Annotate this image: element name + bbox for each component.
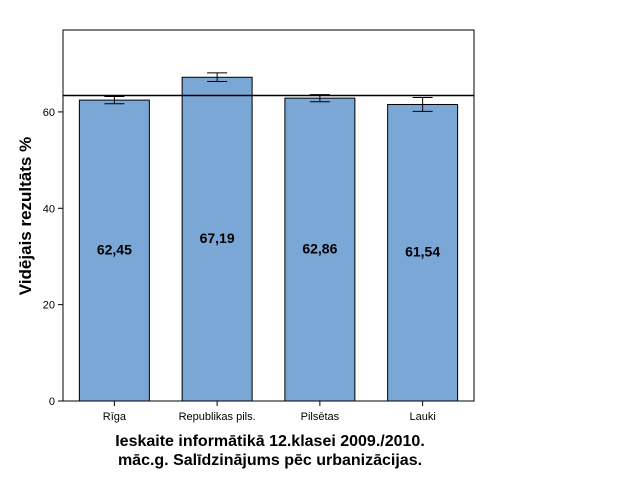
x-axis: Rīga Republikas pils. Pilsētas Lauki — [103, 401, 436, 423]
x-tick-label-2: Pilsētas — [301, 411, 340, 423]
bar-1 — [181, 76, 253, 402]
data-label-3: 61,54 — [405, 244, 440, 260]
data-label-1: 67,19 — [200, 230, 235, 246]
y-axis-label: Vidējais rezultāts % — [16, 137, 35, 295]
chart-title: Ieskaite informātikā 12.klasei 2009./201… — [115, 433, 425, 469]
x-tick-label-3: Lauki — [409, 411, 435, 423]
y-tick-label-1: 20 — [43, 300, 55, 312]
data-label-2: 62,86 — [302, 241, 337, 257]
y-tick-label-3: 60 — [43, 107, 55, 119]
y-axis: 0 20 40 60 — [43, 107, 63, 408]
data-label-0: 62,45 — [97, 242, 132, 258]
x-tick-label-0: Rīga — [103, 411, 127, 423]
bar-3 — [387, 103, 459, 402]
y-tick-label-0: 0 — [49, 396, 55, 408]
y-tick-label-2: 40 — [43, 203, 55, 215]
x-tick-label-1: Republikas pils. — [179, 411, 256, 423]
